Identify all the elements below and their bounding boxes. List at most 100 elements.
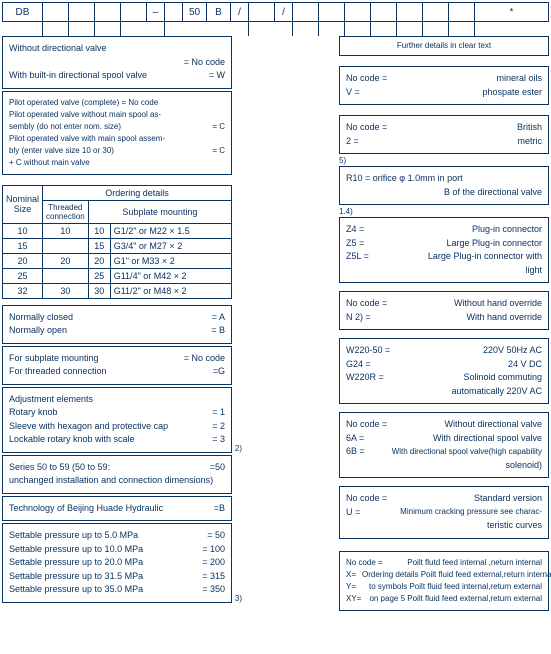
r10-1: R10 = orifice φ 1.0mm in port: [346, 172, 542, 186]
table-cell: 30: [88, 283, 110, 298]
pr5v: = 350: [196, 583, 225, 597]
p3v: = C: [206, 121, 225, 133]
s2: unchanged installation and connection di…: [9, 474, 225, 488]
table-cell: 15: [3, 238, 43, 253]
l1: Without directional valve: [9, 42, 225, 56]
m1v: = No code: [178, 352, 225, 366]
note-5: 5): [339, 156, 549, 165]
t1: Technology of Beijing Huade Hydraulic: [9, 502, 208, 516]
code-slot-8: [319, 3, 345, 21]
pr1: Settable pressure up to 5.0 MPa: [9, 529, 201, 543]
p2: Pilot operated valve without main spool …: [9, 109, 225, 121]
p3: sembly (do not enter nom. size): [9, 121, 206, 133]
a3: Lockable rotary knob with scale: [9, 433, 206, 447]
box-pressure: Settable pressure up to 5.0 MPa= 50 Sett…: [2, 523, 232, 603]
r10-2: B of the directional valve: [346, 186, 542, 200]
pr4: Settable pressure up to 31.5 MPa: [9, 570, 196, 584]
code-star: *: [475, 3, 548, 21]
f4r: on page 5 Poilt fluid feed external,retu…: [363, 593, 542, 605]
d2l: 6A =: [346, 432, 427, 446]
table-cell: [43, 238, 89, 253]
note-3: 3): [235, 594, 242, 603]
z1l: Z4 =: [346, 223, 452, 237]
v3r: Solinoid commuting: [452, 371, 542, 385]
box-z: Z4 =Plug-in connector Z5 =Large Plug-in …: [339, 217, 549, 283]
code-slash1: /: [231, 3, 249, 21]
f3r: to symbols Poilt fluid feed internal,ret…: [363, 581, 542, 593]
d3l: 6B =: [346, 445, 386, 459]
code-slot-11: [397, 3, 423, 21]
m2: For threaded connection: [9, 365, 207, 379]
box-dir: No code =Without directional valve 6A =W…: [339, 412, 549, 478]
d3r2: solenoid): [346, 459, 542, 473]
code-slot-6: [249, 3, 275, 21]
pr2v: = 100: [196, 543, 225, 557]
table-cell: 20: [43, 253, 89, 268]
th-nom: Nominal Size: [3, 185, 43, 223]
st1l: No code =: [346, 492, 452, 506]
nc2v: = B: [205, 324, 225, 338]
l2: With built-in directional spool valve: [9, 69, 203, 83]
u2r: metric: [452, 135, 542, 149]
box-units: No code =British 2 =metric: [339, 115, 549, 154]
box-tech: Technology of Beijing Huade Hydraulic=B: [2, 496, 232, 522]
box-adjustment: Adjustment elements Rotary knob= 1 Sleev…: [2, 387, 232, 453]
code-slash2: /: [275, 3, 293, 21]
box-mounting: For subplate mounting= No code For threa…: [2, 346, 232, 385]
table-cell: 20: [3, 253, 43, 268]
note-2: 2): [235, 444, 242, 453]
table-cell: G11/4" or M42 × 2: [110, 268, 231, 283]
p1: Pilot operated valve (complete) = No cod…: [9, 97, 225, 109]
code-slot-4: [121, 3, 147, 21]
box-directional-valve: Without directional valve = No code With…: [2, 36, 232, 89]
u1r: British: [452, 121, 542, 135]
z2l: Z5 =: [346, 237, 440, 251]
ordering-code-row: DB – 50 B / / *: [2, 2, 549, 22]
table-cell: 15: [88, 238, 110, 253]
table-row: 101010G1/2" or M22 × 1.5: [3, 223, 232, 238]
table-cell: 20: [88, 253, 110, 268]
s1v: =50: [204, 461, 225, 475]
table-row: 1515G3/4" or M27 × 2: [3, 238, 232, 253]
z3l: Z5L =: [346, 250, 422, 264]
o1r: mineral oils: [452, 72, 542, 86]
a2v: = 2: [206, 420, 225, 434]
code-slot-7: [293, 3, 319, 21]
code-b: B: [207, 3, 231, 21]
st2r2: teristic curves: [346, 519, 542, 533]
code-slot-1: [43, 3, 69, 21]
a1: Rotary knob: [9, 406, 206, 420]
p6: + C without main valve: [9, 157, 225, 169]
table-cell: 10: [88, 223, 110, 238]
code-50: 50: [183, 3, 207, 21]
m1: For subplate mounting: [9, 352, 178, 366]
code-slot-10: [371, 3, 397, 21]
u1l: No code =: [346, 121, 452, 135]
table-cell: 25: [88, 268, 110, 283]
z2r: Large Plug-in connector: [440, 237, 542, 251]
a1v: = 1: [206, 406, 225, 420]
ordering-table: Nominal Size Ordering details Threaded c…: [2, 185, 232, 299]
box-r10: R10 = orifice φ 1.0mm in port B of the d…: [339, 166, 549, 205]
box-feed: No code =Poilt flutd feed internal ,netu…: [339, 551, 549, 611]
p5: bly (enter valve size 10 or 30): [9, 145, 206, 157]
table-cell: 32: [3, 283, 43, 298]
table-cell: G1/2" or M22 × 1.5: [110, 223, 231, 238]
v2l: G24 =: [346, 358, 452, 372]
f1l: No code =: [346, 557, 401, 569]
f3l: Y=: [346, 581, 363, 593]
table-cell: 30: [43, 283, 89, 298]
code-slot-9: [345, 3, 371, 21]
v3l: W220R =: [346, 371, 452, 385]
v3r2: automatically 220V AC: [346, 385, 542, 399]
p5v: = C: [206, 145, 225, 157]
d1r: Without directional valve: [438, 418, 542, 432]
table-row: 202020G1" or M33 × 2: [3, 253, 232, 268]
note-14: 1.4): [339, 207, 549, 216]
further: Further details in clear text: [397, 41, 491, 50]
table-cell: G1" or M33 × 2: [110, 253, 231, 268]
code-dash: –: [147, 3, 165, 21]
o2r: phospate ester: [452, 86, 542, 100]
nc1v: = A: [206, 311, 225, 325]
table-row: 2525G11/4" or M42 × 2: [3, 268, 232, 283]
